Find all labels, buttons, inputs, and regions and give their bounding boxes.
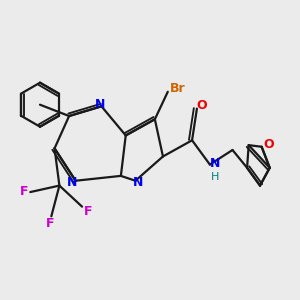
Text: Br: Br [170,82,185,95]
Text: N: N [95,98,105,111]
Text: F: F [84,205,93,218]
Text: F: F [45,217,54,230]
Text: O: O [263,138,274,151]
Text: H: H [211,172,220,182]
Text: O: O [196,100,207,112]
Text: N: N [67,176,77,189]
Text: F: F [20,185,29,198]
Text: N: N [210,158,220,170]
Text: N: N [133,176,143,189]
